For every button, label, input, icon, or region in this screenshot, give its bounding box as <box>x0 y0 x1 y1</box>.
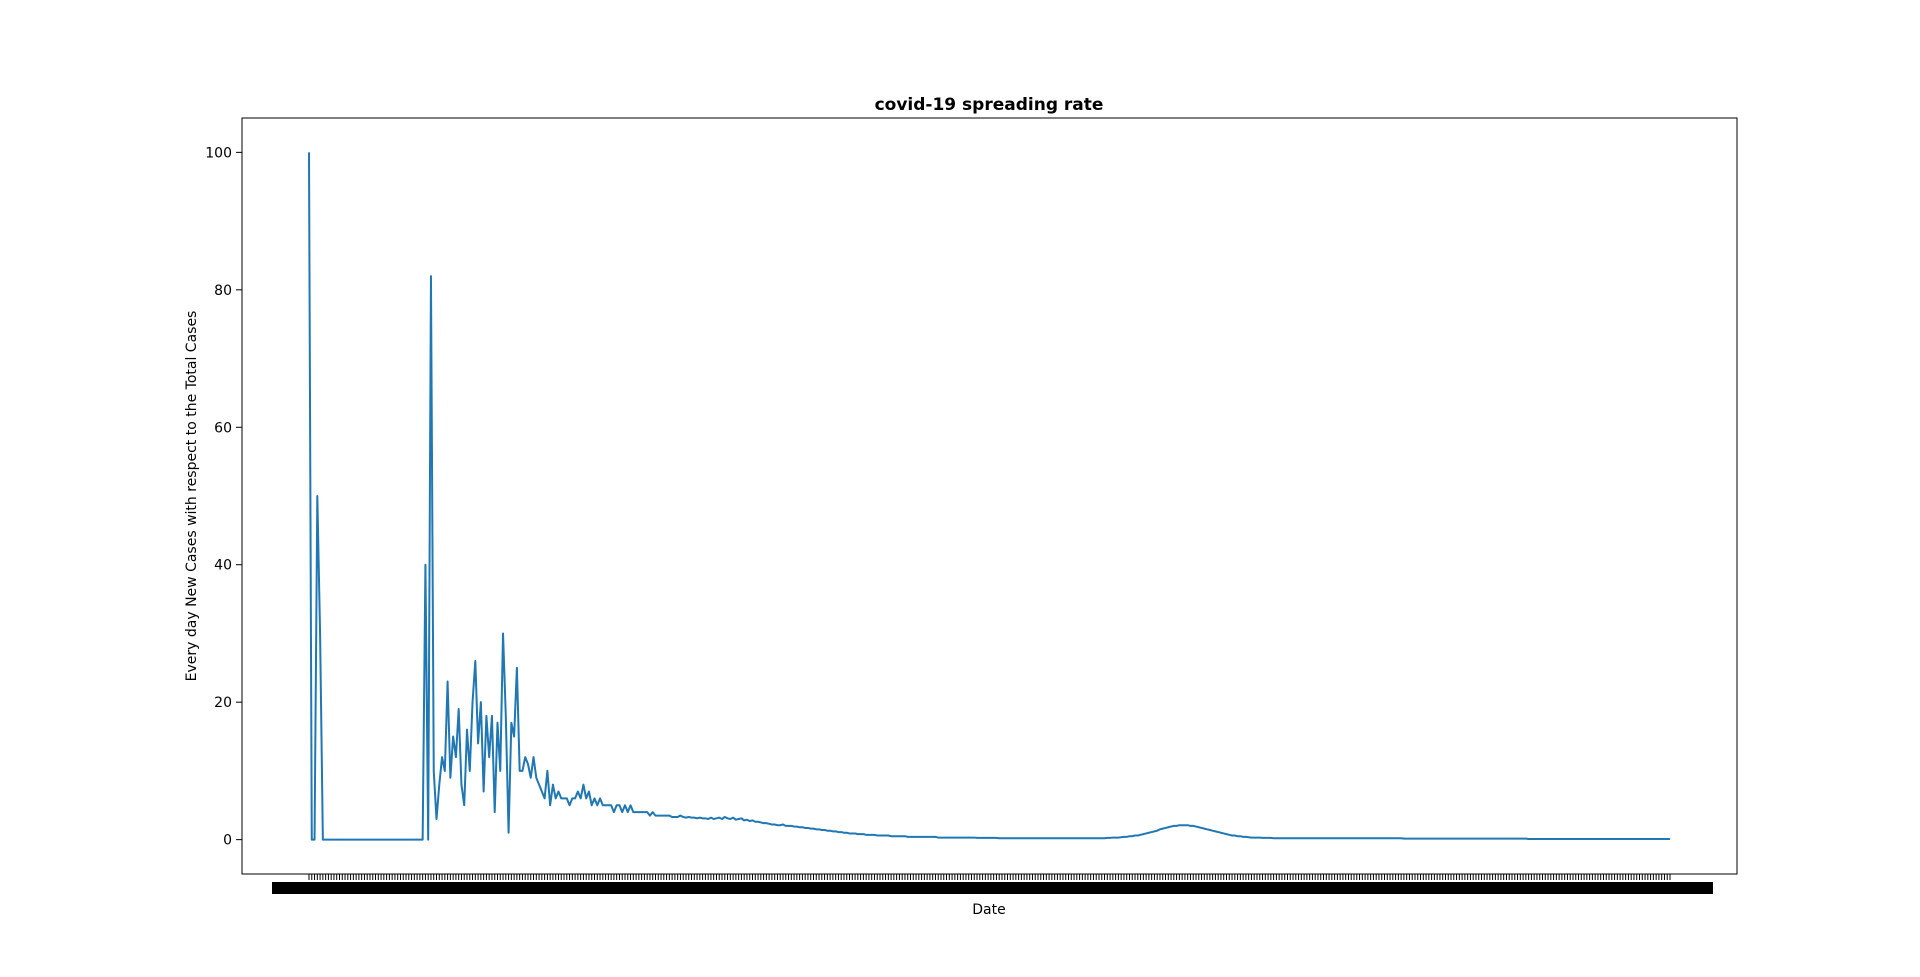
y-tick-label: 40 <box>214 558 232 574</box>
chart-title: covid-19 spreading rate <box>875 95 1104 115</box>
y-axis-label: Every day New Cases with respect to the … <box>184 311 200 682</box>
y-tick-label: 100 <box>205 145 232 161</box>
x-axis-label: Date <box>972 902 1005 918</box>
x-tick-labels-overlap-band <box>272 882 1713 894</box>
y-tick-label: 20 <box>214 695 232 711</box>
y-tick-label: 80 <box>214 283 232 299</box>
y-tick-label: 0 <box>223 833 232 849</box>
y-tick-label: 60 <box>214 420 232 436</box>
series-line <box>308 152 1670 841</box>
x-tick-band <box>272 874 1713 894</box>
y-axis-ticks: 0 20 40 60 80 100 <box>205 145 242 849</box>
plot-area-frame <box>241 117 1738 875</box>
